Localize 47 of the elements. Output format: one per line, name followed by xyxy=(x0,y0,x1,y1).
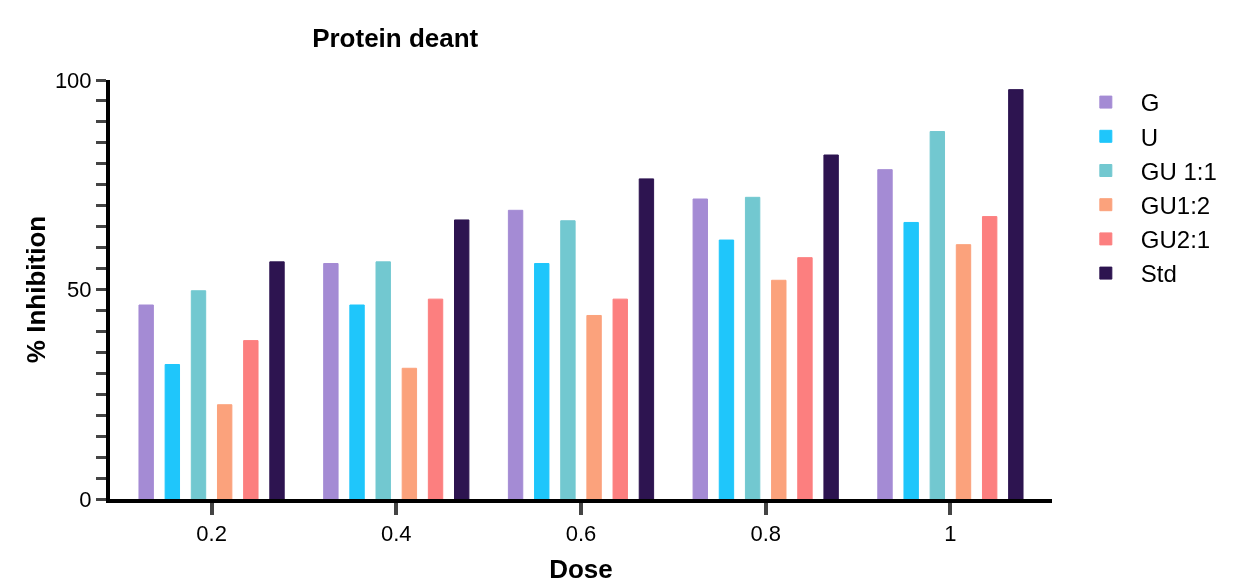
bar xyxy=(981,216,998,499)
bar xyxy=(612,298,628,499)
legend-label: U xyxy=(1140,123,1159,151)
legend-label: G xyxy=(1140,89,1160,117)
bar xyxy=(375,261,391,499)
bar xyxy=(955,244,972,499)
y-tick-label: 50 xyxy=(67,277,92,303)
bar xyxy=(797,257,813,499)
x-tick-label: 0.6 xyxy=(565,521,597,547)
legend-label: GU 1:1 xyxy=(1140,157,1217,185)
bar xyxy=(269,261,285,499)
bar xyxy=(1008,89,1024,499)
bar xyxy=(823,154,839,499)
bar xyxy=(718,239,735,499)
bar xyxy=(586,314,602,499)
bar xyxy=(638,178,655,499)
y-axis-title: % Inhibition xyxy=(21,215,51,364)
bar xyxy=(216,404,233,499)
bar xyxy=(877,169,893,499)
bar xyxy=(560,220,576,499)
bar xyxy=(349,304,365,499)
bar xyxy=(507,209,524,499)
y-tick-label: 100 xyxy=(54,67,92,93)
x-tick-label: 0.4 xyxy=(380,521,412,547)
x-tick-label: 0.2 xyxy=(196,521,227,547)
x-tick-label: 0.8 xyxy=(750,521,782,547)
bar xyxy=(190,290,207,499)
bar xyxy=(771,279,787,499)
x-axis-title: Dose xyxy=(549,554,613,584)
bar xyxy=(903,221,919,499)
y-tick-label: 0 xyxy=(79,486,92,512)
bar xyxy=(534,263,550,499)
bar xyxy=(427,298,444,499)
bar xyxy=(454,219,470,499)
legend-label: GU2:1 xyxy=(1140,226,1211,254)
bar xyxy=(164,364,181,499)
bar xyxy=(401,367,418,499)
bar xyxy=(929,131,946,499)
bar xyxy=(323,263,339,499)
legend-label: Std xyxy=(1140,260,1177,288)
x-tick-label: 1 xyxy=(944,521,957,547)
bar xyxy=(243,340,259,499)
legend-label: GU1:2 xyxy=(1140,192,1211,220)
bar xyxy=(744,196,761,499)
bar xyxy=(692,198,708,499)
bar xyxy=(138,304,154,499)
chart-title: Protein deant xyxy=(312,23,479,54)
